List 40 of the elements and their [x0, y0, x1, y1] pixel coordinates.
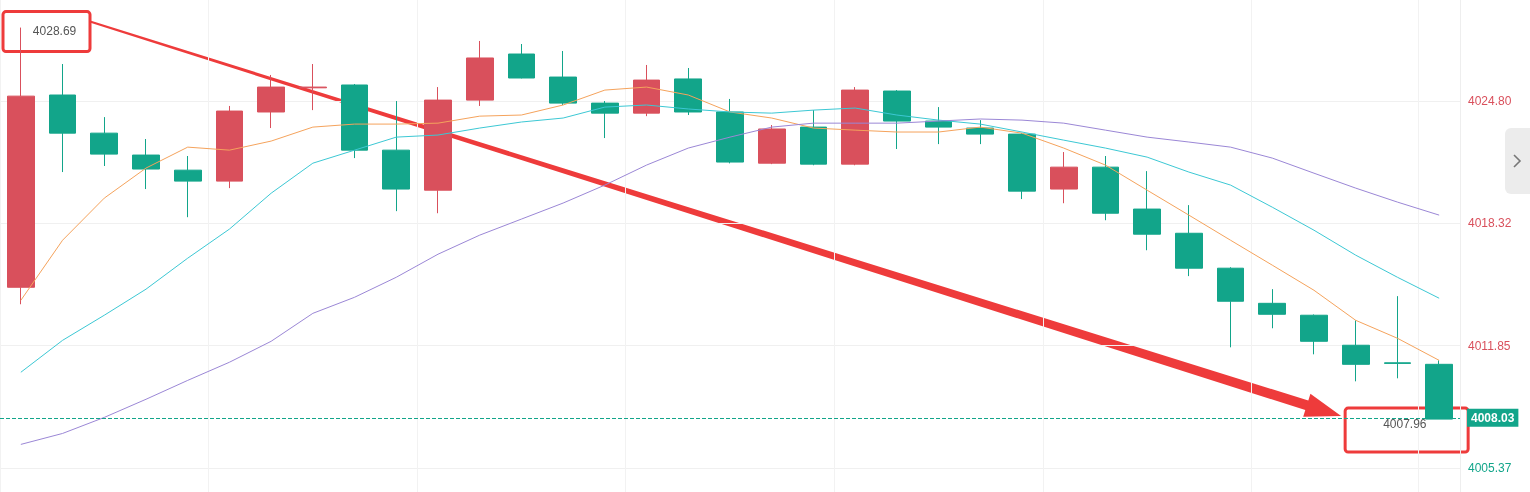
candlestick — [1133, 170, 1161, 251]
candlestick — [1092, 155, 1119, 221]
candlestick — [633, 64, 660, 117]
candlestick — [758, 124, 786, 165]
candlestick — [341, 83, 368, 159]
candlestick — [549, 50, 577, 106]
candlestick — [674, 67, 702, 116]
candlestick — [466, 40, 494, 107]
candlestick — [841, 86, 869, 166]
candlestick — [1300, 313, 1328, 355]
candlestick — [382, 100, 410, 212]
candlestick — [1342, 319, 1370, 382]
ref-line-label: 4008.03 — [1471, 410, 1515, 425]
candlestick — [1008, 132, 1036, 200]
candlestick — [257, 74, 285, 129]
candlestick — [1258, 288, 1286, 329]
y-tick-label: 4011.85 — [1468, 338, 1511, 353]
candlestick — [174, 155, 202, 218]
candlestick — [1175, 204, 1203, 277]
y-tick-label: 4005.37 — [1468, 461, 1512, 476]
candlestick — [800, 109, 827, 166]
line-series — [20, 118, 1440, 445]
y-tick-label: 4024.80 — [1468, 94, 1512, 109]
candlestick — [132, 138, 160, 190]
candlestick — [883, 89, 911, 150]
candlestick — [90, 116, 118, 167]
candlestick — [424, 86, 452, 214]
candlestick — [966, 119, 994, 145]
candlestick — [49, 63, 76, 173]
candlestick — [508, 43, 535, 79]
candlestick — [7, 27, 35, 305]
annotation: 4007.96 — [1383, 417, 1427, 432]
y-tick-label: 4018.32 — [1468, 216, 1512, 231]
annotation: 4028.69 — [32, 23, 77, 38]
candlestick — [716, 98, 744, 164]
candlestick — [1384, 295, 1411, 379]
candlestick — [1217, 266, 1244, 348]
candlestick — [1050, 151, 1078, 204]
candlestick — [216, 105, 243, 189]
candlestick — [299, 63, 327, 111]
